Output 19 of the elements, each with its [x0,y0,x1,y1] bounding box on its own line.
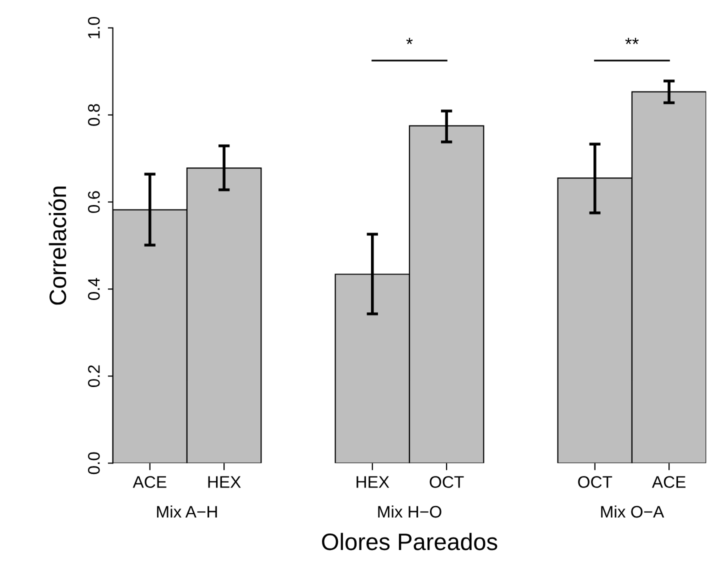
x-tick-label: OCT [578,476,612,488]
y-tick-label: 0.6 [88,191,100,213]
x-tick-label: HEX [356,476,390,488]
x-tick-label: HEX [208,476,241,488]
annotation: ** [625,38,639,44]
y-tick-label: 0.8 [88,104,100,126]
y-tick-label: 0.4 [88,278,100,300]
text: Mix H−O [378,505,442,518]
annotation: * [406,38,413,44]
x-tick-label: ACE [652,476,686,488]
x-axis-title: Olores Pareados [322,532,498,550]
y-tick-label: 1.0 [88,16,100,38]
y-tick-label: 0.0 [88,452,100,474]
x-tick-label: OCT [430,476,464,488]
y-axis-title: Correlación [48,186,66,305]
x-tick-label: ACE [132,476,166,488]
y-tick-label: 0.2 [88,365,100,388]
text: Mix O−A [601,505,664,518]
text: Mix A−H [157,505,217,518]
